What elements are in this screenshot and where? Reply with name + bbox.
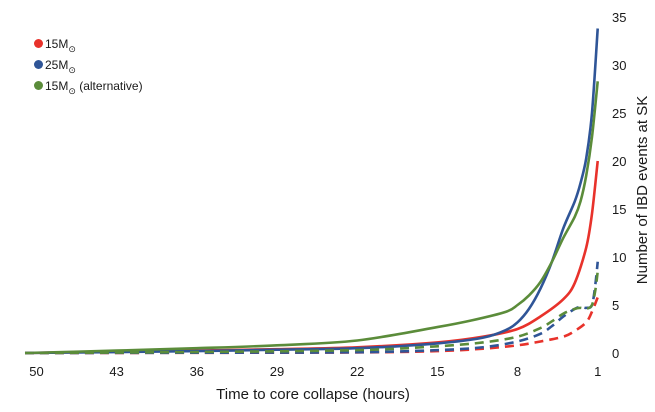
- x-tick-labels: 50 43 36 29 22 15 8 1: [29, 364, 601, 379]
- y-tick-label: 10: [612, 250, 626, 265]
- y-tick-labels: 0 5 10 15 20 25 30 35: [612, 10, 626, 361]
- y-tick-label: 5: [612, 298, 619, 313]
- x-tick-label: 22: [350, 364, 364, 379]
- y-tick-label: 25: [612, 106, 626, 121]
- y-tick-label: 15: [612, 202, 626, 217]
- legend-main: 15M: [45, 78, 69, 93]
- y-axis-title: Number of IBD events at SK: [634, 96, 651, 284]
- sun-symbol: ⊙: [68, 85, 76, 96]
- series-line-4-dashed: [24, 261, 600, 355]
- series-layer: [24, 28, 600, 355]
- legend-main: 25M: [45, 57, 69, 72]
- x-tick-label: 50: [29, 364, 43, 379]
- sun-symbol: ⊙: [68, 64, 76, 75]
- x-tick-label: 1: [594, 364, 601, 379]
- y-tick-label: 20: [612, 154, 626, 169]
- legend-main: 15M: [45, 36, 69, 51]
- series-line-1-solid: [24, 28, 600, 355]
- x-tick-label: 36: [190, 364, 204, 379]
- legend-item-15m-alternative: 15M⊙ (alternative): [34, 75, 143, 96]
- legend-label: 25M⊙: [45, 57, 76, 75]
- x-tick-label: 43: [109, 364, 123, 379]
- series-line-5-dashed: [24, 271, 599, 355]
- series-line-0-solid: [24, 160, 600, 355]
- legend-label: 15M⊙: [45, 36, 76, 54]
- legend-item-15m: 15M⊙: [34, 33, 143, 54]
- series-line-2-solid: [24, 81, 600, 355]
- y-tick-label: 0: [612, 346, 619, 361]
- x-axis-title: Time to core collapse (hours): [216, 386, 410, 403]
- legend-swatch-red: [34, 39, 43, 48]
- legend-item-25m: 25M⊙: [34, 54, 143, 75]
- y-tick-label: 35: [612, 10, 626, 25]
- legend-label: 15M⊙ (alternative): [45, 78, 143, 96]
- legend-swatch-green: [34, 81, 43, 90]
- legend: 15M⊙ 25M⊙ 15M⊙ (alternative): [34, 33, 143, 96]
- x-tick-label: 8: [514, 364, 521, 379]
- x-tick-label: 15: [430, 364, 444, 379]
- x-tick-label: 29: [270, 364, 284, 379]
- sun-symbol: ⊙: [68, 43, 76, 54]
- legend-swatch-blue: [34, 60, 43, 69]
- legend-rest: (alternative): [75, 78, 143, 93]
- y-tick-label: 30: [612, 58, 626, 73]
